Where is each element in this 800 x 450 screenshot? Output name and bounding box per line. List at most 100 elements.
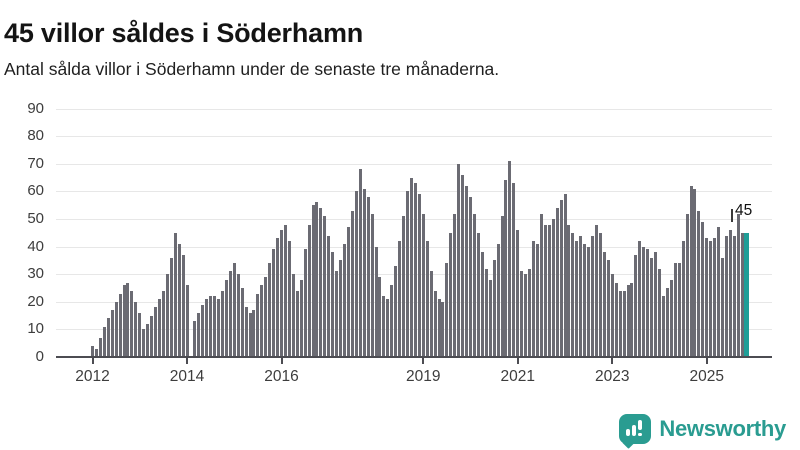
bar bbox=[425, 241, 429, 357]
bar bbox=[283, 225, 287, 357]
x-axis-tick-label: 2023 bbox=[595, 368, 630, 385]
y-axis-tick-label: 0 bbox=[35, 348, 44, 365]
bar bbox=[437, 299, 441, 357]
bar bbox=[532, 241, 535, 357]
bar bbox=[205, 299, 209, 357]
bar bbox=[339, 260, 343, 357]
x-axis-tick-label: 2014 bbox=[169, 368, 205, 385]
bar bbox=[559, 200, 563, 357]
bar bbox=[476, 233, 480, 357]
bar bbox=[346, 227, 350, 357]
bar bbox=[555, 208, 559, 357]
bar bbox=[272, 249, 276, 357]
bar bbox=[528, 269, 532, 357]
bar bbox=[575, 241, 579, 357]
bar bbox=[252, 310, 256, 357]
bar bbox=[260, 285, 264, 357]
bar bbox=[520, 271, 524, 357]
bar bbox=[654, 252, 658, 357]
bar bbox=[106, 318, 110, 357]
y-axis-tick-label: 80 bbox=[27, 127, 44, 145]
bar bbox=[256, 294, 260, 357]
bar bbox=[453, 214, 457, 357]
bar bbox=[547, 225, 551, 357]
bar bbox=[209, 296, 213, 357]
bar bbox=[110, 310, 114, 357]
bar bbox=[362, 189, 366, 357]
bar bbox=[728, 230, 732, 357]
bar bbox=[634, 255, 638, 357]
bar bbox=[732, 236, 736, 357]
bar bbox=[276, 238, 280, 357]
x-axis-tick-mark bbox=[422, 358, 425, 364]
bar bbox=[402, 216, 406, 357]
bar bbox=[461, 175, 465, 357]
bar bbox=[287, 241, 291, 357]
bar bbox=[201, 305, 205, 357]
x-axis-tick-label: 2021 bbox=[500, 368, 535, 385]
bar bbox=[323, 216, 327, 357]
current-period-bar bbox=[743, 233, 749, 357]
bar bbox=[343, 244, 346, 357]
bar bbox=[358, 169, 362, 357]
bar bbox=[406, 191, 409, 357]
bar bbox=[138, 313, 142, 357]
bar bbox=[185, 285, 189, 357]
bar bbox=[248, 313, 252, 357]
newsworthy-bar-chart-icon bbox=[619, 414, 652, 449]
bar bbox=[327, 236, 331, 357]
bar bbox=[354, 191, 358, 357]
bar bbox=[500, 216, 504, 357]
y-axis-tick-label: 70 bbox=[27, 154, 44, 172]
bar bbox=[701, 222, 705, 357]
bar bbox=[102, 327, 106, 357]
bar bbox=[642, 247, 646, 357]
bar bbox=[508, 161, 512, 357]
bar bbox=[335, 271, 339, 357]
bar bbox=[224, 280, 228, 357]
bar bbox=[394, 266, 398, 357]
bar bbox=[146, 324, 150, 357]
annotation-leader-line bbox=[731, 209, 733, 222]
bar bbox=[197, 313, 201, 357]
bar bbox=[417, 194, 421, 357]
gridline bbox=[56, 136, 772, 138]
bar bbox=[236, 274, 240, 357]
bar bbox=[721, 258, 724, 357]
bar bbox=[638, 241, 642, 357]
bar bbox=[295, 291, 299, 357]
bar bbox=[449, 233, 453, 357]
bar bbox=[409, 178, 413, 357]
bar bbox=[181, 255, 185, 357]
bar bbox=[177, 244, 181, 357]
current-value-annotation: 45 bbox=[735, 202, 753, 219]
x-axis-tick-label: 2025 bbox=[689, 368, 724, 385]
bar bbox=[91, 346, 94, 357]
bar bbox=[535, 244, 539, 357]
bar bbox=[370, 214, 374, 357]
bar bbox=[705, 238, 709, 357]
bar bbox=[280, 230, 283, 357]
bar bbox=[646, 249, 650, 357]
x-axis-line bbox=[56, 356, 772, 358]
bar bbox=[488, 280, 492, 357]
bar bbox=[689, 186, 693, 357]
newsworthy-wordmark: Newsworthy bbox=[659, 416, 786, 441]
bar bbox=[595, 225, 598, 357]
newsworthy-logo[interactable]: Newsworthy bbox=[619, 414, 786, 449]
bar bbox=[331, 252, 335, 357]
y-axis-tick-label: 90 bbox=[27, 99, 44, 117]
y-axis-tick-label: 50 bbox=[27, 210, 44, 228]
x-axis-tick-mark bbox=[705, 358, 708, 364]
bar bbox=[169, 258, 173, 357]
bar bbox=[240, 288, 244, 357]
bar bbox=[740, 233, 744, 357]
bar bbox=[504, 180, 508, 357]
bar bbox=[382, 296, 386, 357]
bar bbox=[315, 202, 319, 357]
bar bbox=[669, 280, 673, 357]
chart-subtitle: Antal sålda villor i Söderhamn under de … bbox=[4, 59, 500, 79]
bar bbox=[465, 186, 469, 357]
bar bbox=[472, 214, 476, 357]
